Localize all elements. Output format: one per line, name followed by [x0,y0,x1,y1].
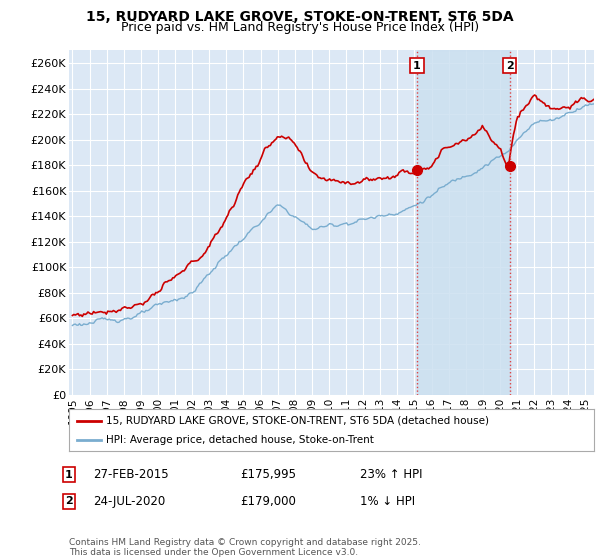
Text: £175,995: £175,995 [240,468,296,482]
Text: 15, RUDYARD LAKE GROVE, STOKE-ON-TRENT, ST6 5DA (detached house): 15, RUDYARD LAKE GROVE, STOKE-ON-TRENT, … [106,416,489,426]
Text: 15, RUDYARD LAKE GROVE, STOKE-ON-TRENT, ST6 5DA: 15, RUDYARD LAKE GROVE, STOKE-ON-TRENT, … [86,10,514,24]
Text: 24-JUL-2020: 24-JUL-2020 [93,494,165,508]
Text: Price paid vs. HM Land Registry's House Price Index (HPI): Price paid vs. HM Land Registry's House … [121,21,479,34]
Text: 1: 1 [65,470,73,480]
Text: 2: 2 [65,496,73,506]
Text: HPI: Average price, detached house, Stoke-on-Trent: HPI: Average price, detached house, Stok… [106,435,374,445]
Text: 1: 1 [413,60,421,71]
Text: 1% ↓ HPI: 1% ↓ HPI [360,494,415,508]
Text: 23% ↑ HPI: 23% ↑ HPI [360,468,422,482]
Text: £179,000: £179,000 [240,494,296,508]
Text: 27-FEB-2015: 27-FEB-2015 [93,468,169,482]
Text: 2: 2 [506,60,514,71]
Bar [417,50,509,395]
Text: Contains HM Land Registry data © Crown copyright and database right 2025.
This d: Contains HM Land Registry data © Crown c… [69,538,421,557]
